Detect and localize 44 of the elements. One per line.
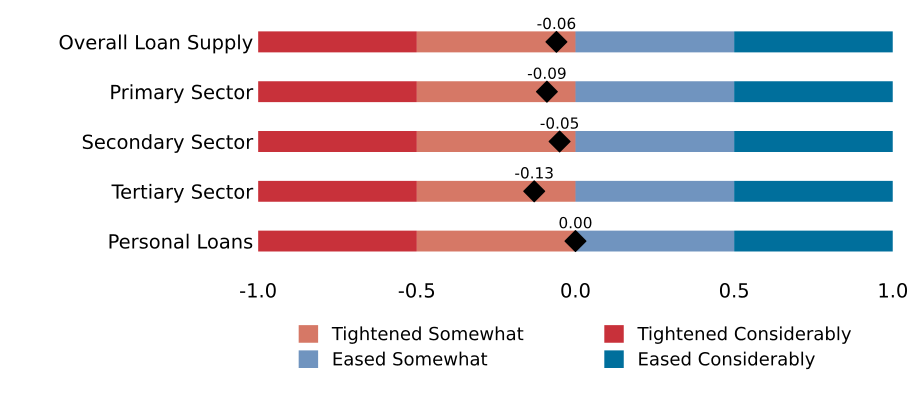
legend-label: Eased Somewhat — [334, 352, 488, 366]
x-tick-label: 0.5 — [720, 283, 748, 298]
bar — [258, 31, 417, 52]
y-tick-label: Overall Loan Supply — [60, 34, 253, 54]
point — [523, 180, 546, 202]
x-tick-label: -1.0 — [240, 283, 276, 298]
bar — [258, 81, 417, 102]
point — [545, 30, 568, 53]
y-tick-label: Tertiary Sector — [112, 184, 254, 203]
bar — [734, 230, 893, 252]
x-tick-label: -0.5 — [398, 283, 434, 298]
bar — [258, 131, 417, 152]
bar — [734, 81, 893, 102]
bar — [575, 81, 734, 102]
bar — [575, 230, 734, 252]
point — [548, 130, 571, 152]
bar — [416, 131, 576, 152]
legend-label: Tightened Somewhat — [332, 326, 524, 344]
data-label: -0.05 — [540, 117, 578, 129]
bar — [416, 31, 576, 52]
y-tick-label: Personal Loans — [110, 234, 252, 249]
data-label: -0.09 — [528, 67, 566, 80]
x-tick-label: 0.0 — [561, 283, 590, 298]
bar — [258, 230, 417, 252]
point — [536, 80, 558, 103]
bar — [416, 180, 576, 202]
bar — [416, 81, 576, 102]
data-label: -0.06 — [537, 18, 576, 30]
bar — [416, 230, 576, 252]
bar — [575, 131, 734, 152]
bar — [575, 31, 734, 52]
legend-label: Tightened Considerably — [637, 326, 852, 344]
bar — [575, 180, 734, 202]
data-label: 0.00 — [559, 216, 592, 228]
bar — [734, 31, 893, 52]
y-tick-label: Primary Sector — [111, 84, 254, 104]
bar — [734, 131, 893, 152]
point — [564, 230, 586, 252]
bar — [258, 180, 417, 202]
legend-label: Eased Considerably — [639, 352, 815, 370]
y-tick-label: Secondary Sector — [82, 134, 254, 153]
data-label: -0.13 — [515, 167, 553, 179]
x-tick-label: 1.0 — [880, 283, 908, 298]
bar — [734, 180, 893, 202]
